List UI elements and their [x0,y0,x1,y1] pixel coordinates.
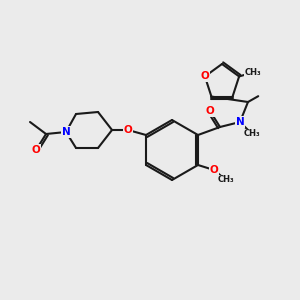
Text: CH₃: CH₃ [245,68,261,77]
Text: N: N [61,127,70,137]
Text: N: N [236,117,244,127]
Text: CH₃: CH₃ [218,176,234,184]
Text: CH₃: CH₃ [244,130,260,139]
Text: O: O [200,71,209,81]
Text: O: O [210,165,218,175]
Text: O: O [206,106,214,116]
Text: O: O [124,125,132,135]
Text: O: O [32,145,40,155]
